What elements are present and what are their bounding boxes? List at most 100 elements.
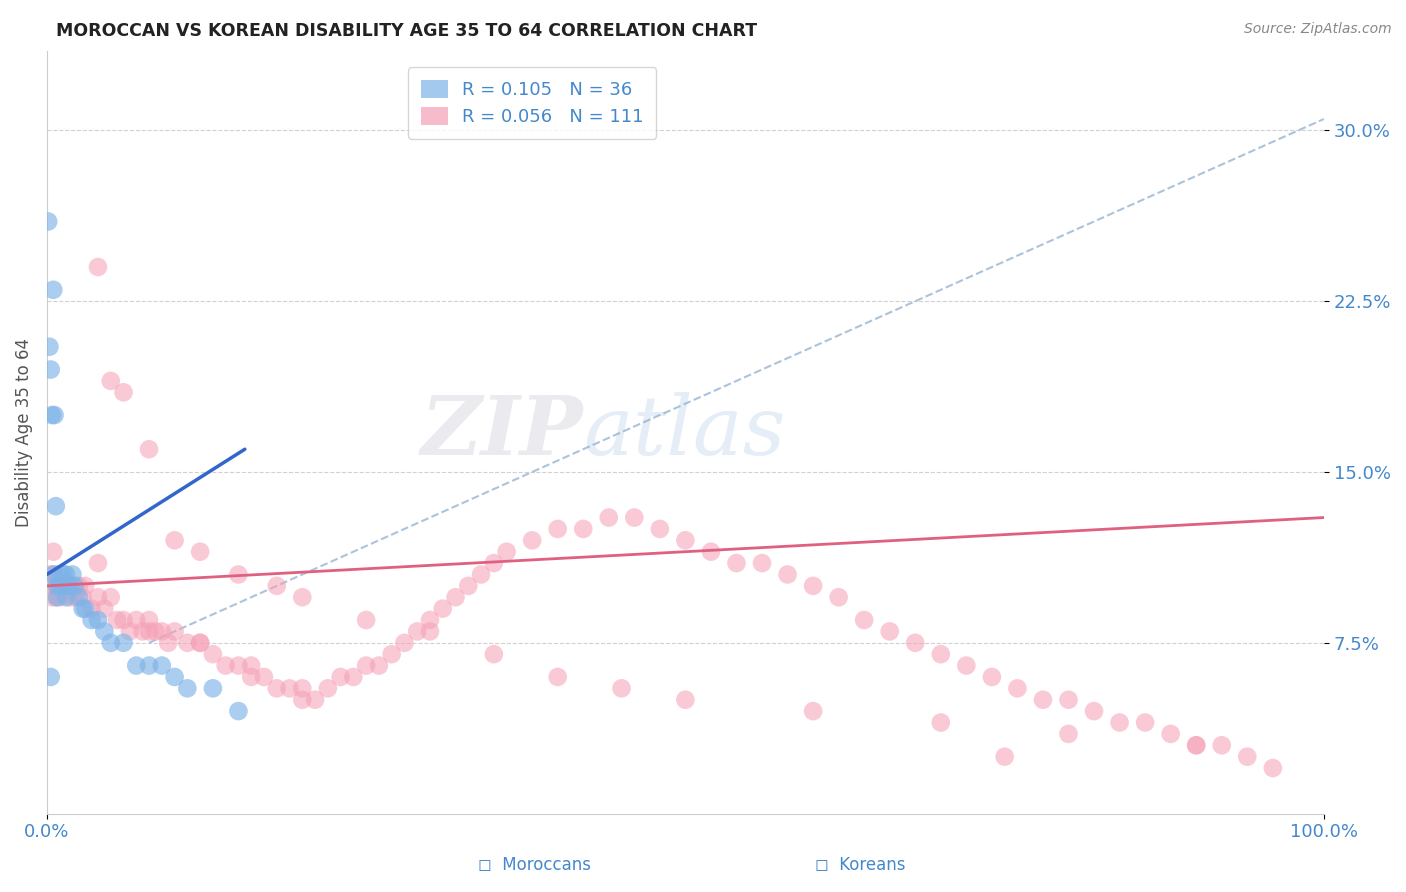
Point <box>62 579 84 593</box>
Point <box>39 567 62 582</box>
Y-axis label: Disability Age 35 to 64: Disability Age 35 to 64 <box>15 338 32 526</box>
Point <box>131 624 153 639</box>
Point <box>41 408 63 422</box>
Point <box>42 567 65 582</box>
Point <box>1007 681 1029 696</box>
Point <box>215 658 238 673</box>
Legend: R = 0.105   N = 36, R = 0.056   N = 111: R = 0.105 N = 36, R = 0.056 N = 111 <box>408 67 657 138</box>
Point <box>547 522 569 536</box>
Point <box>80 613 103 627</box>
Point <box>87 613 110 627</box>
Point <box>39 670 62 684</box>
Point <box>51 579 73 593</box>
Point <box>45 499 67 513</box>
Point <box>470 567 492 582</box>
Point <box>228 658 250 673</box>
Point <box>52 567 75 582</box>
Point <box>55 591 77 605</box>
Point <box>316 681 339 696</box>
Point <box>266 579 288 593</box>
Point <box>44 567 66 582</box>
Point <box>1032 692 1054 706</box>
Point <box>188 544 211 558</box>
Point <box>776 567 799 582</box>
Point <box>879 624 901 639</box>
Point <box>278 681 301 696</box>
Text: MOROCCAN VS KOREAN DISABILITY AGE 35 TO 64 CORRELATION CHART: MOROCCAN VS KOREAN DISABILITY AGE 35 TO … <box>56 22 758 40</box>
Point <box>495 544 517 558</box>
Point <box>145 624 167 639</box>
Point <box>125 658 148 673</box>
Point <box>63 579 86 593</box>
Point <box>291 681 314 696</box>
Point <box>1160 727 1182 741</box>
Point <box>419 613 441 627</box>
Point <box>394 636 416 650</box>
Point <box>93 601 115 615</box>
Point <box>163 533 186 548</box>
Point <box>994 749 1017 764</box>
Text: atlas: atlas <box>583 392 786 472</box>
Point <box>291 591 314 605</box>
Text: ZIP: ZIP <box>420 392 583 472</box>
Point <box>610 681 633 696</box>
Point <box>419 624 441 639</box>
Point <box>51 579 73 593</box>
Point <box>59 579 82 593</box>
Point <box>904 636 927 650</box>
Point <box>354 658 377 673</box>
Point <box>547 670 569 684</box>
Point <box>150 658 173 673</box>
Point <box>163 670 186 684</box>
Point <box>48 591 70 605</box>
Point <box>100 591 122 605</box>
Point <box>457 579 479 593</box>
Point <box>572 522 595 536</box>
Point <box>673 533 696 548</box>
Point <box>444 591 467 605</box>
Point <box>67 591 90 605</box>
Point <box>201 681 224 696</box>
Point <box>163 624 186 639</box>
Point <box>138 442 160 457</box>
Point <box>48 567 70 582</box>
Point <box>291 692 314 706</box>
Point <box>381 647 404 661</box>
Point <box>150 624 173 639</box>
Point <box>240 670 263 684</box>
Point <box>228 704 250 718</box>
Point <box>801 579 824 593</box>
Point <box>980 670 1002 684</box>
Point <box>1236 749 1258 764</box>
Point <box>118 624 141 639</box>
Point <box>1261 761 1284 775</box>
Point <box>188 636 211 650</box>
Point <box>751 556 773 570</box>
Point <box>72 591 94 605</box>
Point <box>100 636 122 650</box>
Point <box>125 613 148 627</box>
Point <box>41 591 63 605</box>
Point <box>266 681 288 696</box>
Point <box>87 556 110 570</box>
Point <box>80 601 103 615</box>
Point <box>188 636 211 650</box>
Point <box>55 579 77 593</box>
Point <box>598 510 620 524</box>
Point <box>72 601 94 615</box>
Point <box>112 636 135 650</box>
Point <box>62 567 84 582</box>
Point <box>63 591 86 605</box>
Point <box>673 692 696 706</box>
Point <box>955 658 977 673</box>
Point <box>432 601 454 615</box>
Point <box>342 670 364 684</box>
Point <box>46 591 69 605</box>
Point <box>93 624 115 639</box>
Point <box>176 636 198 650</box>
Point <box>1211 739 1233 753</box>
Point <box>46 579 69 593</box>
Point <box>55 567 77 582</box>
Point <box>38 579 60 593</box>
Point <box>1057 692 1080 706</box>
